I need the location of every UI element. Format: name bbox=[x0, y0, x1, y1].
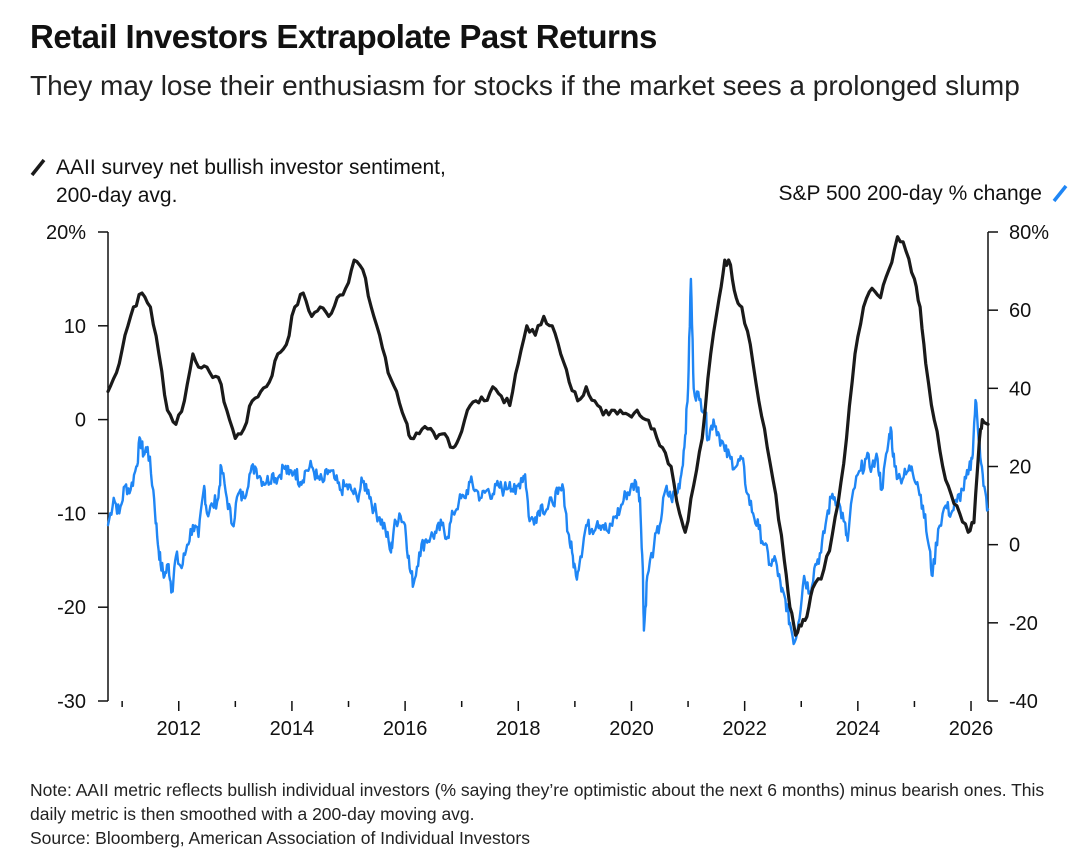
left-axis-tick-label: -10 bbox=[57, 503, 86, 525]
legend-label-sp500: S&P 500 200-day % change bbox=[778, 182, 1042, 205]
left-axis-tick-label: 10 bbox=[64, 316, 86, 338]
x-axis-tick-label: 2012 bbox=[156, 718, 201, 740]
series-lines bbox=[106, 235, 990, 646]
legend-swatch-sp500 bbox=[1052, 184, 1068, 203]
sp500-change-line bbox=[106, 277, 990, 646]
source-text: Source: Bloomberg, American Association … bbox=[30, 828, 530, 848]
legend-label-aaii: AAII survey net bullish investor sentime… bbox=[56, 154, 446, 210]
legend-label-aaii-line1: AAII survey net bullish investor sentime… bbox=[56, 156, 446, 179]
x-axis-tick-label: 2018 bbox=[496, 718, 541, 740]
legend-label-aaii-line2: 200-day avg. bbox=[56, 184, 178, 207]
x-axis-tick-label: 2020 bbox=[609, 718, 654, 740]
left-axis-tick-label: 0 bbox=[75, 410, 86, 432]
right-axis-tick-label: 80% bbox=[1009, 222, 1049, 244]
left-axis-tick-label: -20 bbox=[57, 597, 86, 619]
right-axis-tick-label: 60 bbox=[1009, 300, 1031, 322]
right-axis-tick-label: 40 bbox=[1009, 378, 1031, 400]
legend-sp500: S&P 500 200-day % change bbox=[779, 180, 1068, 208]
left-axis-tick-label: 20% bbox=[46, 222, 86, 244]
left-axis-tick-label: -30 bbox=[57, 691, 86, 713]
legend-swatch-aaii bbox=[30, 158, 46, 177]
right-axis-tick-label: -20 bbox=[1009, 613, 1038, 635]
chart-subtitle: They may lose their enthusiasm for stock… bbox=[30, 70, 1020, 101]
x-axis-tick-label: 2016 bbox=[383, 718, 428, 740]
legend-aaii: AAII survey net bullish investor sentime… bbox=[30, 154, 446, 210]
chart-title: Retail Investors Extrapolate Past Return… bbox=[30, 18, 657, 55]
x-axis-tick-label: 2024 bbox=[836, 718, 881, 740]
footnote: Note: AAII metric reflects bullish indiv… bbox=[30, 778, 1070, 850]
right-axis-tick-label: -40 bbox=[1009, 691, 1038, 713]
right-axis-tick-label: 0 bbox=[1009, 535, 1020, 557]
aaii-sentiment-line bbox=[106, 235, 990, 637]
right-axis-tick-label: 20 bbox=[1009, 457, 1031, 479]
x-axis-tick-label: 2014 bbox=[270, 718, 315, 740]
x-axis-tick-label: 2026 bbox=[949, 718, 994, 740]
x-axis-tick-label: 2022 bbox=[722, 718, 767, 740]
axes: 20% 10 0 -10 -20 -30 80% 60 40 20 0 -20 -40 2012 2014 2… bbox=[46, 222, 1049, 740]
note-text: Note: AAII metric reflects bullish indiv… bbox=[30, 780, 1045, 824]
